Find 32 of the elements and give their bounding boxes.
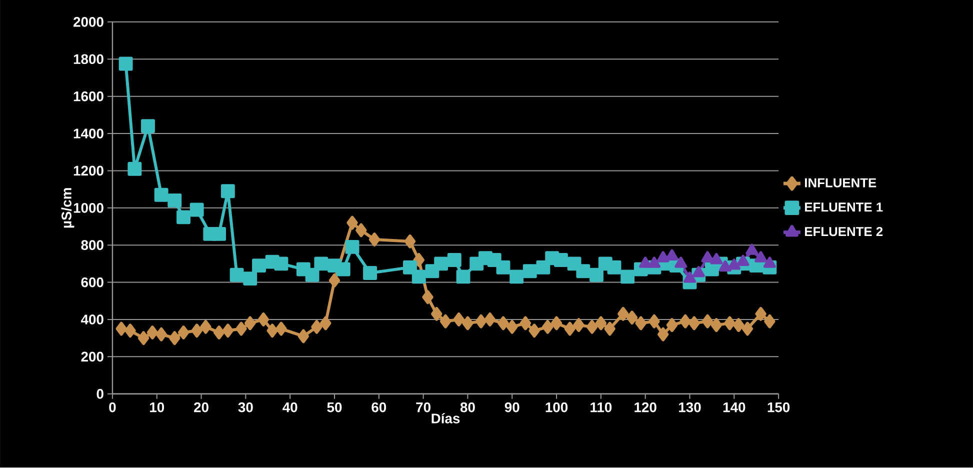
x-tick-label: 30	[238, 402, 253, 412]
y-tick-label: 0	[96, 389, 104, 399]
x-tick-label: 130	[679, 402, 701, 412]
y-axis-title: µS/cm	[61, 188, 74, 228]
x-tick-label: 50	[327, 402, 342, 412]
y-tick-label: 2000	[74, 17, 104, 28]
legend-label: INFLUENTE	[805, 178, 876, 188]
y-tick-label: 600	[81, 278, 104, 288]
legend-label: EFLUENTE 1	[805, 202, 883, 212]
x-tick-label: 10	[150, 402, 164, 412]
x-tick-label: 60	[372, 402, 386, 412]
y-tick-label: 1800	[74, 54, 104, 64]
legend-label: EFLUENTE 2	[805, 227, 883, 236]
y-tick-label: 1400	[74, 128, 104, 139]
x-tick-label: 90	[504, 402, 520, 412]
x-tick-label: 0	[109, 402, 116, 412]
x-tick-label: 20	[194, 402, 208, 412]
x-tick-label: 150	[768, 402, 790, 412]
x-tick-label: 40	[282, 402, 298, 412]
x-tick-label: 120	[634, 402, 656, 412]
x-tick-label: 70	[416, 402, 430, 412]
x-tick-label: 100	[546, 402, 568, 412]
y-tick-label: 1200	[74, 166, 104, 176]
y-tick-label: 800	[81, 240, 104, 250]
y-tick-label: 400	[80, 314, 104, 325]
y-tick-label: 200	[81, 352, 104, 362]
y-tick-label: 1000	[74, 203, 104, 213]
x-tick-label: 80	[460, 402, 475, 412]
y-tick-label: 1600	[74, 92, 104, 102]
x-tick-label: 140	[723, 402, 746, 412]
x-axis-title: Días	[432, 413, 460, 424]
x-tick-label: 110	[590, 402, 612, 412]
